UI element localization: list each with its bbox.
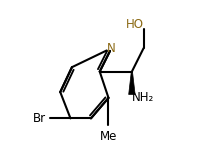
Text: NH₂: NH₂ xyxy=(132,91,154,104)
Text: N: N xyxy=(107,42,116,55)
Text: Br: Br xyxy=(33,112,46,125)
Text: HO: HO xyxy=(126,18,144,31)
Text: Me: Me xyxy=(100,130,117,143)
Polygon shape xyxy=(129,72,135,94)
